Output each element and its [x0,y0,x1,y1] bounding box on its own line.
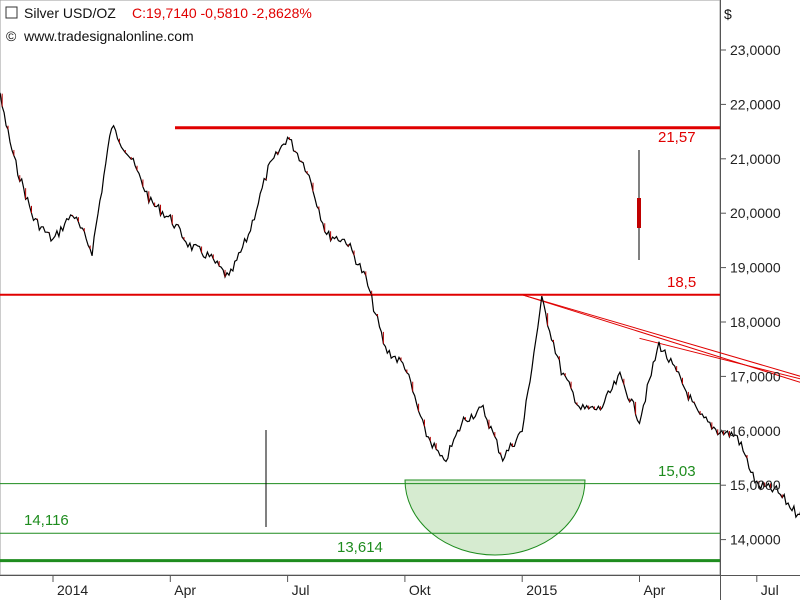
y-tick-label: 17,0000 [730,368,781,384]
levels [0,126,720,563]
level-label: 18,5 [667,274,696,291]
x-tick-label: 2014 [57,582,88,598]
x-tick-label: Okt [409,582,431,598]
rounding-bottom-area [404,479,586,556]
y-axis-ticks: 23,0000 22,0000 21,0000 20,0000 19,0000 18,00… [720,42,781,548]
y-tick-label: 16,0000 [730,423,781,439]
y-tick-label: 18,0000 [730,314,781,330]
x-tick-label: 2015 [526,582,557,598]
y-tick-label: 21,0000 [730,151,781,167]
symbol-box-icon [5,6,18,19]
level-label: 15,03 [658,463,696,480]
copyright-icon: © [6,28,17,44]
y-tick-label: 19,0000 [730,260,781,276]
x-tick-label: Jul [761,582,779,598]
trendline [522,294,800,383]
symbol-name: Silver USD/OZ [24,5,116,21]
x-tick-label: Apr [644,582,666,598]
y-tick-label: 23,0000 [730,42,781,58]
y-tick-label: 14,0000 [730,532,781,548]
plot-frame [0,0,721,576]
x-tick-label: Apr [174,582,196,598]
x-axis-ticks: 2014AprJulOkt2015AprJulOkt2016AprJul [52,575,779,598]
level-label: 13,614 [337,539,383,556]
quote-text: C:19,7140 -0,5810 -2,8628% [132,5,312,21]
trendline [639,337,800,380]
level-label: 21,57 [658,129,696,146]
y-tick-label: 22,0000 [730,96,781,112]
price-series [0,92,800,527]
currency-label: $ [724,6,732,22]
level-label: 14,116 [24,512,69,529]
trendlines [522,294,800,383]
level-labels: 21,57 18,5 15,03 14,116 13,614 [24,129,696,556]
source-url: www.tradesignalonline.com [23,28,194,44]
y-tick-label: 20,0000 [730,205,781,221]
last-candle [637,198,641,228]
x-tick-label: Jul [292,582,310,598]
trendline [522,294,800,377]
y-tick-label: 15,0000 [730,477,781,493]
